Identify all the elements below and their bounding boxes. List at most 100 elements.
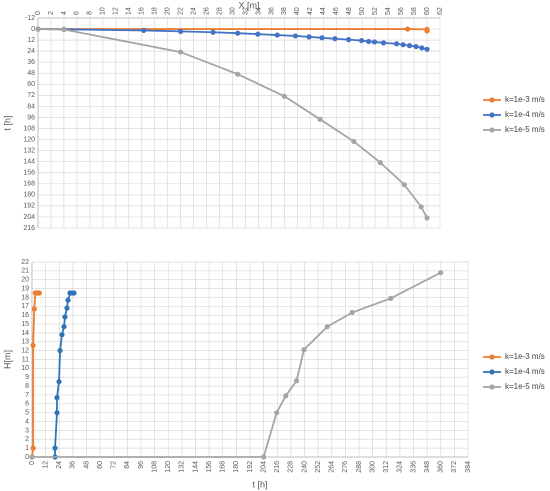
legend-marker bbox=[489, 354, 495, 360]
x-tick-label: 32 bbox=[242, 7, 249, 15]
y-tick-label: 9 bbox=[25, 374, 29, 381]
x-tick-label: 52 bbox=[372, 7, 379, 15]
x-tick-label: 156 bbox=[206, 461, 213, 473]
data-point bbox=[54, 410, 60, 416]
y-tick-label: 3 bbox=[25, 427, 29, 434]
data-point bbox=[61, 26, 67, 33]
data-point bbox=[400, 42, 406, 48]
data-point bbox=[404, 26, 411, 32]
data-point bbox=[393, 41, 400, 47]
x-axis-title: X [m] bbox=[238, 0, 259, 10]
x-tick-label: 0 bbox=[35, 11, 42, 15]
legend-label: k=1e-5 m/s bbox=[505, 125, 545, 134]
x-tick-label: 36 bbox=[268, 7, 275, 15]
x-tick-label: 34 bbox=[255, 7, 262, 15]
x-tick-label: 324 bbox=[397, 461, 404, 473]
chart: -120122436486072849610812013214415616818… bbox=[2, 0, 544, 231]
data-point bbox=[274, 32, 280, 38]
data-point bbox=[388, 295, 394, 301]
legend-label: k=1e-5 m/s bbox=[505, 382, 545, 391]
y-tick-label: 20 bbox=[21, 277, 29, 284]
data-point bbox=[65, 297, 71, 303]
y-tick-label: 156 bbox=[23, 170, 35, 177]
data-point bbox=[178, 28, 184, 34]
x-tick-label: 48 bbox=[83, 461, 90, 469]
data-point bbox=[424, 28, 430, 34]
y-tick-label: 22 bbox=[21, 259, 29, 266]
y-tick-label: 13 bbox=[21, 339, 29, 346]
data-point bbox=[62, 314, 68, 320]
x-tick-label: 46 bbox=[333, 7, 340, 15]
x-tick-label: 300 bbox=[369, 461, 376, 473]
data-point bbox=[281, 93, 287, 99]
y-tick-label: 14 bbox=[21, 330, 29, 337]
x-tick-label: 12 bbox=[113, 7, 120, 15]
x-tick-label: 48 bbox=[346, 7, 353, 15]
x-tick-label: 372 bbox=[451, 461, 458, 473]
legend-label: k=1e-3 m/s bbox=[505, 95, 545, 104]
x-tick-label: 120 bbox=[165, 461, 172, 473]
data-point bbox=[261, 454, 267, 460]
data-point bbox=[178, 49, 184, 55]
y-tick-label: 21 bbox=[21, 268, 29, 275]
y-tick-label: 8 bbox=[25, 383, 29, 390]
data-point bbox=[293, 378, 300, 384]
y-tick-label: 2 bbox=[25, 436, 29, 443]
data-point bbox=[349, 309, 355, 316]
x-tick-label: 14 bbox=[126, 7, 133, 15]
data-point bbox=[210, 29, 216, 35]
x-tick-label: 18 bbox=[152, 7, 159, 15]
x-tick-label: 10 bbox=[100, 7, 107, 15]
x-tick-label: 42 bbox=[307, 7, 314, 15]
legend-marker bbox=[489, 369, 495, 375]
data-point bbox=[31, 306, 37, 312]
data-point bbox=[377, 160, 383, 166]
data-point bbox=[406, 43, 413, 49]
y-tick-label: 84 bbox=[27, 103, 35, 110]
x-tick-label: 24 bbox=[190, 7, 197, 15]
x-tick-label: 384 bbox=[465, 461, 472, 473]
x-tick-label: 228 bbox=[288, 461, 295, 473]
y-tick-label: 18 bbox=[21, 294, 29, 301]
data-point bbox=[380, 40, 387, 46]
x-tick-label: 56 bbox=[398, 7, 405, 15]
x-tick-label: 60 bbox=[97, 461, 104, 469]
data-point bbox=[235, 71, 241, 77]
x-tick-label: 336 bbox=[410, 461, 417, 473]
y-tick-label: 36 bbox=[27, 59, 35, 66]
data-point bbox=[306, 34, 312, 40]
y-tick-label: 12 bbox=[21, 347, 29, 354]
y-tick-label: 7 bbox=[25, 392, 29, 399]
x-tick-label: 20 bbox=[165, 7, 172, 15]
y-tick-label: 16 bbox=[21, 312, 29, 319]
data-point bbox=[345, 37, 352, 43]
x-tick-label: 4 bbox=[61, 11, 68, 15]
data-point bbox=[401, 182, 407, 188]
data-point bbox=[419, 45, 425, 51]
legend-marker bbox=[489, 127, 495, 133]
x-tick-label: 12 bbox=[42, 461, 49, 469]
y-tick-label: 144 bbox=[23, 159, 35, 166]
legend-marker bbox=[489, 384, 495, 390]
y-tick-label: 180 bbox=[23, 192, 35, 199]
y-tick-label: 120 bbox=[23, 136, 35, 143]
data-point bbox=[301, 347, 307, 353]
y-tick-label: 192 bbox=[23, 203, 35, 210]
x-tick-label: 180 bbox=[233, 461, 240, 473]
data-point bbox=[57, 348, 63, 354]
x-tick-label: 312 bbox=[383, 461, 390, 473]
x-tick-label: 22 bbox=[177, 7, 184, 15]
x-tick-label: 72 bbox=[111, 461, 118, 469]
y-tick-label: 0 bbox=[31, 26, 35, 33]
data-point bbox=[319, 35, 325, 41]
y-axis-title: H[m] bbox=[2, 350, 12, 369]
x-tick-label: 24 bbox=[56, 461, 63, 469]
y-tick-label: 168 bbox=[23, 181, 35, 188]
y-tick-label: 11 bbox=[22, 356, 29, 363]
data-point bbox=[71, 290, 77, 296]
data-point bbox=[332, 36, 338, 42]
x-tick-label: 360 bbox=[438, 461, 445, 473]
y-tick-label: 1 bbox=[25, 445, 29, 452]
y-tick-label: 132 bbox=[23, 147, 35, 154]
